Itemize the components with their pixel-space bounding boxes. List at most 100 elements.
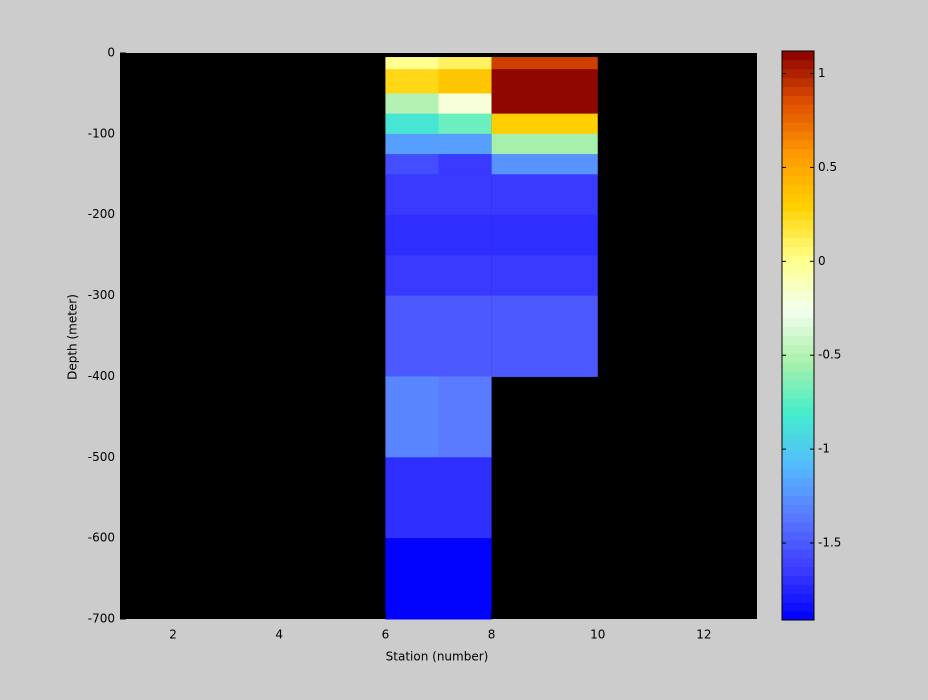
colorbar-band [782,299,814,310]
y-tick-label: -600 [88,531,115,545]
colorbar-band [782,175,814,185]
cell [491,295,598,377]
x-tick-label: 8 [488,628,496,642]
x-axis-label: Station (number) [386,650,489,664]
colorbar-band [782,353,814,363]
cell [438,154,492,175]
colorbar-frame [781,50,815,621]
cell [491,113,598,135]
y-axis-label: Depth (meter) [66,294,80,380]
colorbar-band [782,566,814,577]
colorbar-band [782,148,814,159]
colorbar-band [782,415,814,425]
colorbar-band [782,202,814,212]
colorbar-band [782,77,814,88]
cell [491,69,598,94]
colorbar-band [782,122,814,132]
colorbar-band [782,326,814,336]
cell [491,93,598,115]
colorbar-tick-label: -1 [818,442,830,456]
colorbar-band [782,219,814,230]
colorbar-band [782,362,814,372]
colorbar-band [782,495,814,505]
x-tick-label: 12 [696,628,711,642]
cell [385,376,439,458]
colorbar-band [782,593,814,603]
colorbar-tick-label: 1 [818,66,826,80]
cell [438,57,492,70]
colorbar-band [782,486,814,497]
cell [385,255,439,297]
y-tick-label: -500 [88,450,115,464]
cell [491,255,598,297]
colorbar-band [782,282,814,292]
cell [385,133,439,155]
cell [385,93,439,115]
colorbar-band [782,193,814,203]
colorbar-band [782,433,814,443]
colorbar-band [782,557,814,568]
colorbar-band [782,513,814,523]
cell [438,376,492,458]
colorbar-band [782,575,814,585]
colorbar-band [782,86,814,96]
cell [385,457,439,539]
colorbar-tick-label: -1.5 [818,536,841,550]
colorbar-band [782,388,814,399]
cell [491,133,598,155]
cell [438,214,492,256]
cell [385,154,439,175]
cell [385,214,439,256]
colorbar-band [782,611,814,621]
cell [491,57,598,70]
colorbar-band [782,504,814,514]
y-tick-label: -300 [88,288,115,302]
colorbar-band [782,246,814,256]
colorbar-band [782,273,814,283]
cell [491,174,598,216]
cell [385,295,439,377]
colorbar-band [782,113,814,123]
colorbar-band [782,131,814,141]
colorbar-band [782,308,814,319]
cell [438,538,492,620]
colorbar-tick-label: 0 [818,254,826,268]
cell [438,113,492,135]
colorbar-tick-label: -0.5 [818,348,841,362]
colorbar-band [782,255,814,265]
x-tick-label: 4 [275,628,283,642]
colorbar-band [782,406,814,417]
colorbar-band [782,59,814,70]
colorbar-band [782,379,814,390]
colorbar-band [782,211,814,221]
y-tick-label: -400 [88,369,115,383]
colorbar-band [782,291,814,301]
cell [491,154,598,175]
y-tick-label: -200 [88,207,115,221]
colorbar-band [782,317,814,328]
cell [385,113,439,135]
cell [438,457,492,539]
cell [438,295,492,377]
colorbar-band [782,139,814,150]
x-tick-label: 6 [382,628,390,642]
colorbar-band [782,424,814,434]
colorbar-band [782,451,814,461]
cell [385,538,439,620]
colorbar-band [782,522,814,532]
y-tick-label: 0 [107,46,115,60]
cell [438,93,492,115]
colorbar-band [782,228,814,239]
colorbar-band [782,442,814,452]
colorbar-band [782,477,814,488]
colorbar-band [782,264,814,274]
colorbar-band [782,157,814,168]
cell [385,69,439,94]
cell [385,174,439,216]
x-tick-label: 10 [590,628,605,642]
colorbar-band [782,51,814,61]
x-tick-label: 2 [169,628,177,642]
colorbar-band [782,584,814,594]
